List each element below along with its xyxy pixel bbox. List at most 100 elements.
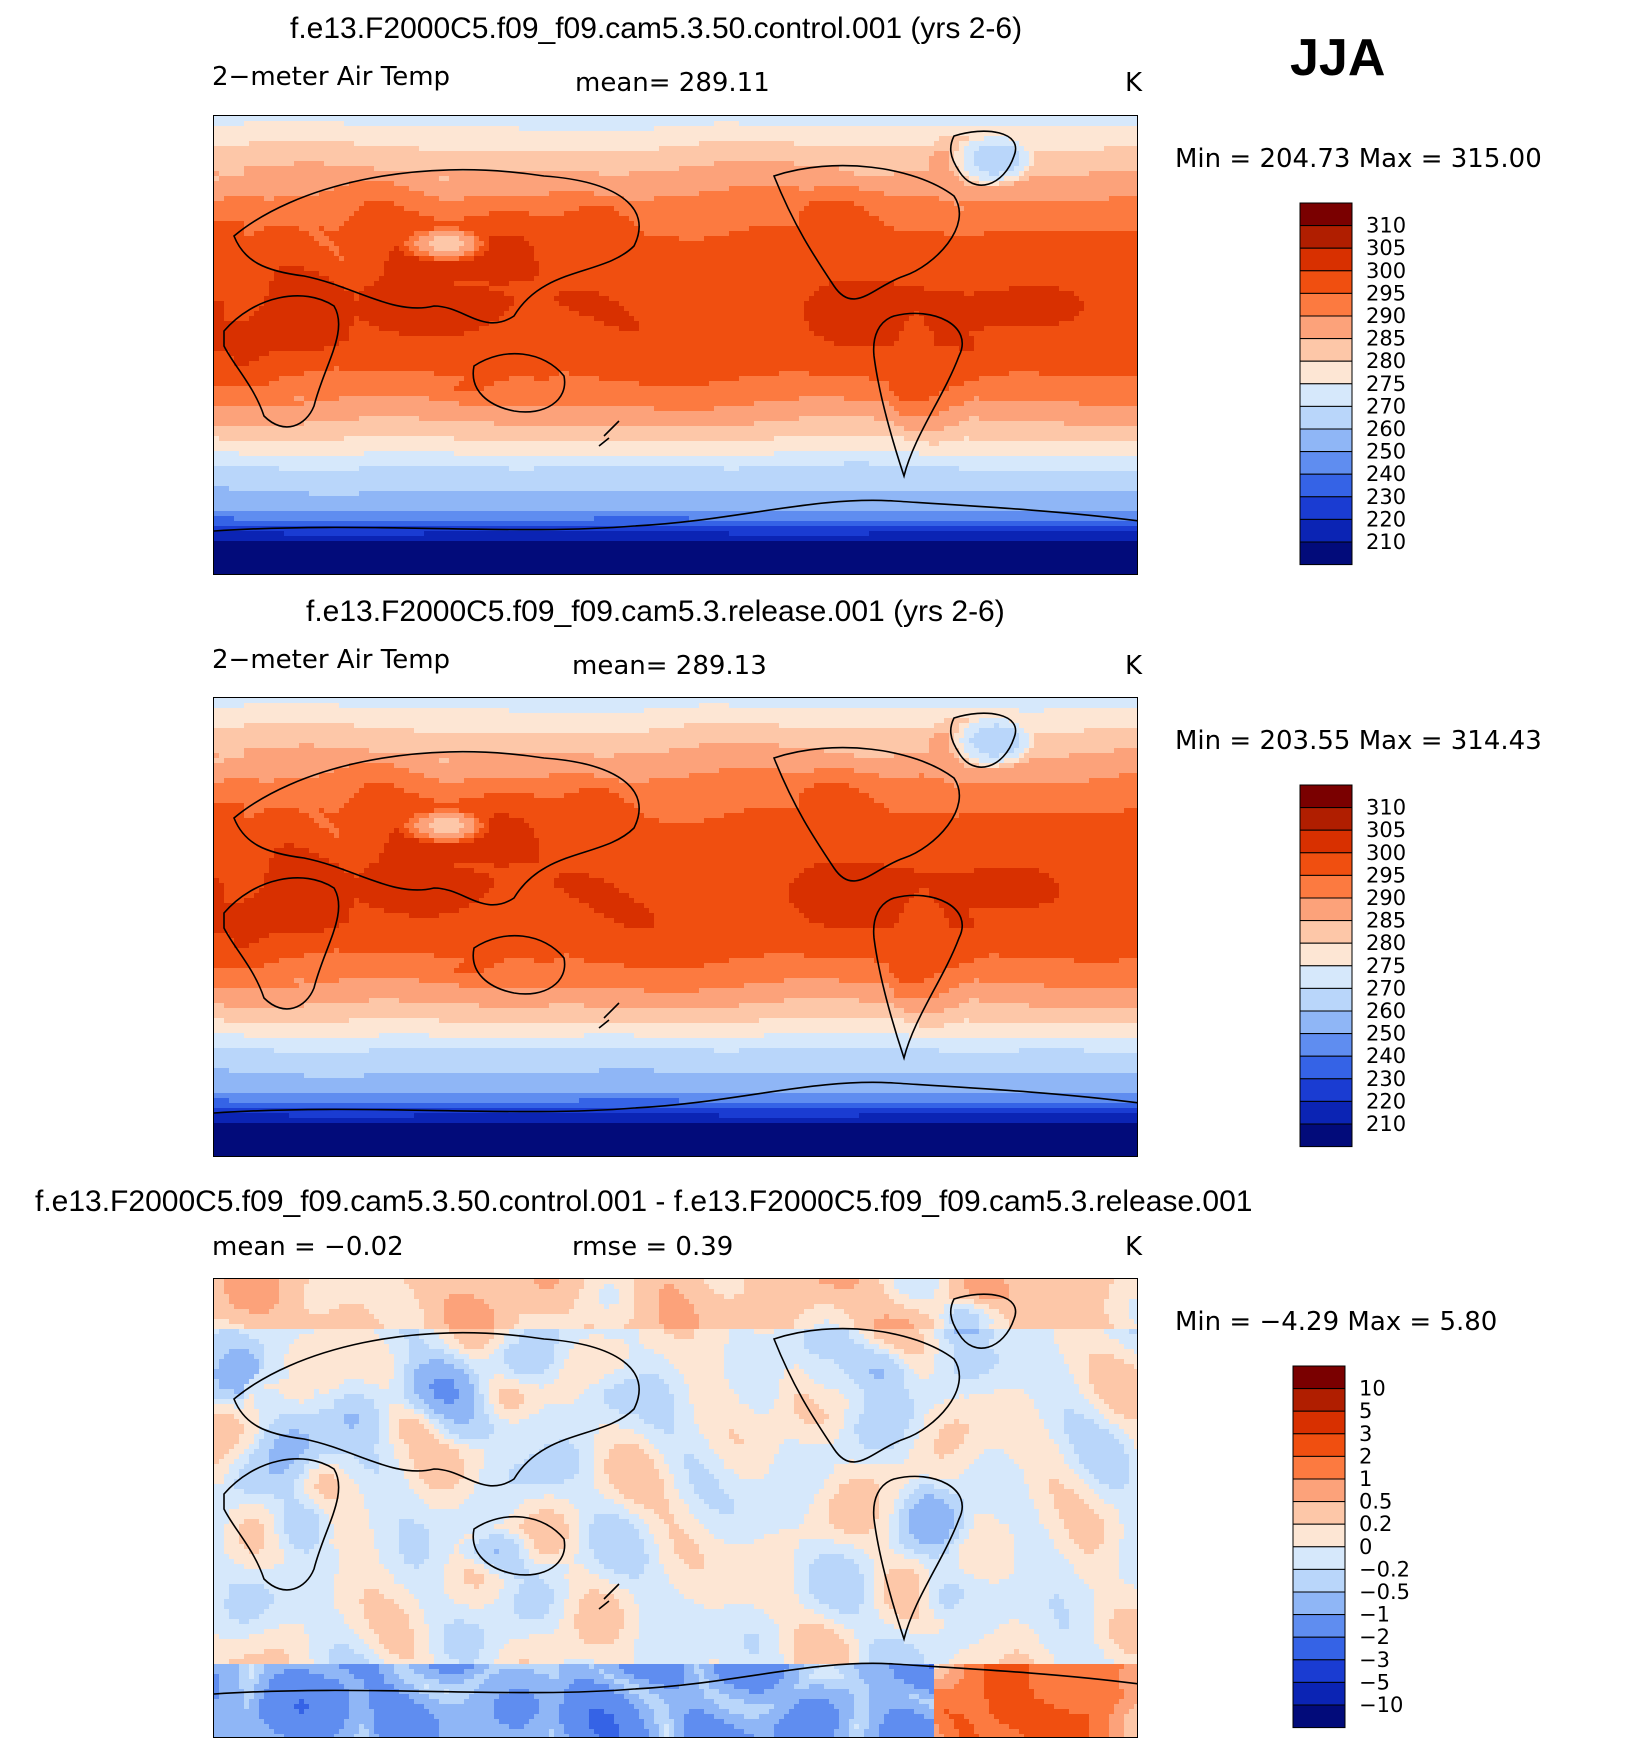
panel-3-colorbar: 10 5 3 2 1 0.5 0.2 0 −0.2 −0.5 −1 −2 −3 −5 −10 bbox=[1292, 1365, 1423, 1731]
panel-2-mean-label: mean= 289.13 bbox=[572, 651, 767, 681]
coastline bbox=[233, 750, 640, 906]
colorbar-box bbox=[1299, 852, 1353, 876]
colorbar-box bbox=[1292, 1478, 1346, 1503]
colorbar-box bbox=[1299, 987, 1353, 1012]
colorbar-box bbox=[1292, 1659, 1346, 1683]
colorbar-tick-label: 210 bbox=[1366, 530, 1406, 554]
panel-1-colorbar: 310 305 300 295 290 285 280 275 270 260 250 240 230 2… bbox=[1299, 202, 1420, 568]
colorbar-box bbox=[1299, 1100, 1353, 1125]
colorbar-box bbox=[1292, 1388, 1346, 1412]
colorbar-tick-label: 280 bbox=[1366, 931, 1406, 955]
colorbar-box bbox=[1299, 942, 1353, 967]
colorbar-tick-label: 295 bbox=[1366, 863, 1406, 887]
colorbar-tick-label: 240 bbox=[1366, 462, 1406, 486]
coastline bbox=[223, 877, 340, 1010]
colorbar-box bbox=[1299, 225, 1353, 249]
colorbar-tick-label: 310 bbox=[1366, 796, 1406, 820]
coastline bbox=[872, 894, 963, 1061]
colorbar-box bbox=[1299, 518, 1353, 543]
coastline bbox=[223, 295, 340, 428]
colorbar-tick-label: 250 bbox=[1366, 440, 1406, 464]
coastlines bbox=[214, 1293, 1137, 1695]
colorbar-tick-label: 1 bbox=[1359, 1467, 1372, 1491]
field-cells bbox=[214, 1279, 1137, 1737]
colorbar-tick-label: −5 bbox=[1359, 1670, 1390, 1694]
field-cells bbox=[214, 116, 1137, 574]
panel-1-minmax: Min = 204.73 Max = 315.00 bbox=[1175, 144, 1542, 174]
coastline bbox=[949, 130, 1017, 186]
colorbar-tick-label: 230 bbox=[1366, 1067, 1406, 1091]
colorbar-tick-label: 270 bbox=[1366, 976, 1406, 1000]
colorbar-tick-label: 300 bbox=[1366, 841, 1406, 865]
colorbar-box bbox=[1292, 1704, 1346, 1729]
panel-1-variable-label: 2−meter Air Temp bbox=[212, 62, 450, 92]
colorbar-box bbox=[1292, 1568, 1346, 1593]
coastline bbox=[214, 1662, 1137, 1695]
panel-2-title: f.e13.F2000C5.f09_f09.cam5.3.release.001… bbox=[306, 595, 1005, 629]
colorbar-box bbox=[1292, 1410, 1346, 1435]
panel-1-map bbox=[213, 115, 1138, 575]
panel-2-variable-label: 2−meter Air Temp bbox=[212, 645, 450, 675]
colorbar-tick-label: 300 bbox=[1366, 259, 1406, 283]
colorbar-tick-label: 240 bbox=[1366, 1044, 1406, 1068]
coastline bbox=[949, 1293, 1017, 1349]
coastline bbox=[233, 168, 640, 324]
panel-3-map bbox=[213, 1278, 1138, 1738]
colorbar-tick-label: 310 bbox=[1366, 214, 1406, 238]
colorbar-tick-label: 220 bbox=[1366, 1089, 1406, 1113]
colorbar-box bbox=[1292, 1636, 1346, 1661]
colorbar-box bbox=[1292, 1501, 1346, 1525]
colorbar-tick-label: 275 bbox=[1366, 372, 1406, 396]
colorbar-box bbox=[1299, 541, 1353, 566]
colorbar-box bbox=[1299, 360, 1353, 385]
colorbar-box bbox=[1299, 428, 1353, 453]
panel-3-rmse-label: rmse = 0.39 bbox=[572, 1232, 733, 1262]
coastline bbox=[472, 352, 566, 413]
panel-2-minmax: Min = 203.55 Max = 314.43 bbox=[1175, 726, 1542, 756]
colorbar-box bbox=[1299, 874, 1353, 899]
colorbar-box bbox=[1299, 405, 1353, 430]
coastline bbox=[872, 312, 963, 479]
colorbar-tick-label: 275 bbox=[1366, 954, 1406, 978]
coastline bbox=[214, 499, 1137, 532]
colorbar-tick-label: 305 bbox=[1366, 236, 1406, 260]
panel-2-colorbar: 310 305 300 295 290 285 280 275 270 260 250 240 230 2… bbox=[1299, 784, 1420, 1150]
panel-3-minmax: Min = −4.29 Max = 5.80 bbox=[1175, 1307, 1497, 1337]
colorbar-tick-label: 290 bbox=[1366, 886, 1406, 910]
colorbar-box bbox=[1299, 965, 1353, 989]
colorbar-box bbox=[1299, 920, 1353, 944]
panel-1-units: K bbox=[1125, 68, 1142, 98]
colorbar-tick-label: 290 bbox=[1366, 304, 1406, 328]
panel-3-units: K bbox=[1125, 1232, 1142, 1262]
coastlines bbox=[214, 712, 1137, 1114]
colorbar-tick-label: 0.2 bbox=[1359, 1512, 1392, 1536]
coastline bbox=[949, 712, 1017, 768]
coastlines bbox=[214, 130, 1137, 532]
colorbar-tick-label: 5 bbox=[1359, 1399, 1372, 1423]
coastline bbox=[233, 1331, 640, 1487]
coastline bbox=[472, 1515, 566, 1576]
panel-3-mean-label: mean = −0.02 bbox=[212, 1232, 404, 1262]
colorbar-box bbox=[1292, 1433, 1346, 1457]
colorbar-box bbox=[1299, 473, 1353, 498]
colorbar-tick-label: 260 bbox=[1366, 999, 1406, 1023]
colorbar-box bbox=[1299, 451, 1353, 475]
colorbar-tick-label: 3 bbox=[1359, 1422, 1372, 1446]
colorbar-box bbox=[1299, 1033, 1353, 1057]
colorbar-tick-label: 305 bbox=[1366, 818, 1406, 842]
colorbar-box bbox=[1292, 1455, 1346, 1480]
colorbar-tick-label: 10 bbox=[1359, 1377, 1386, 1401]
coastline bbox=[214, 1081, 1137, 1114]
colorbar-box bbox=[1299, 829, 1353, 854]
colorbar-box bbox=[1299, 897, 1353, 922]
coastline bbox=[598, 1002, 620, 1029]
colorbar-tick-label: 0.5 bbox=[1359, 1490, 1392, 1514]
colorbar-box bbox=[1292, 1614, 1346, 1638]
colorbar-tick-label: 0 bbox=[1359, 1535, 1372, 1559]
coastline bbox=[598, 420, 620, 447]
coastline bbox=[772, 1327, 961, 1463]
colorbar-box bbox=[1299, 338, 1353, 362]
colorbar-box bbox=[1292, 1523, 1346, 1548]
field-cells bbox=[214, 698, 1137, 1156]
colorbar-box bbox=[1292, 1546, 1346, 1570]
